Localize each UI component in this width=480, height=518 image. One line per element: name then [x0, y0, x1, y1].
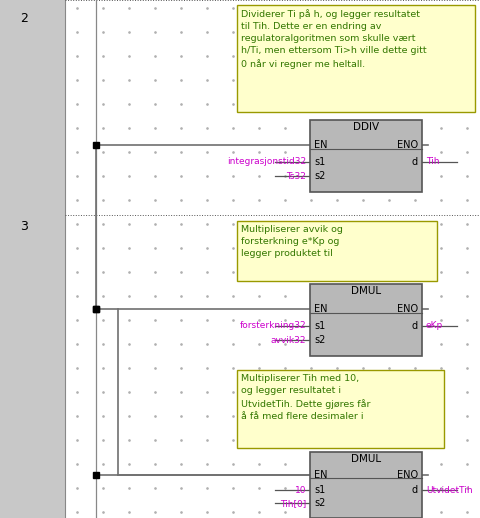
- Text: Multipliserer avvik og
forsterkning e*Kp og
legger produktet til: Multipliserer avvik og forsterkning e*Kp…: [241, 225, 343, 258]
- Text: s2: s2: [314, 335, 325, 345]
- Text: s1: s1: [314, 157, 325, 167]
- Text: eKp: eKp: [426, 321, 443, 330]
- Bar: [310, 284, 422, 356]
- Text: d: d: [412, 157, 418, 167]
- Text: Dividerer Ti på h, og legger resultatet
til Tih. Dette er en endring av
regulato: Dividerer Ti på h, og legger resultatet …: [241, 9, 427, 69]
- Text: 3: 3: [20, 220, 28, 233]
- Text: d: d: [412, 485, 418, 495]
- Text: EN: EN: [314, 140, 327, 150]
- Text: EN: EN: [314, 470, 327, 480]
- Text: integrasjonstid32: integrasjonstid32: [227, 157, 306, 166]
- Text: 2: 2: [20, 12, 28, 25]
- Text: Multipliserer Tih med 10,
og legger resultatet i
UtvidetTih. Dette gjøres får
å : Multipliserer Tih med 10, og legger resu…: [241, 374, 371, 421]
- Bar: [237, 5, 475, 112]
- Text: avvik32: avvik32: [271, 336, 306, 344]
- Bar: [310, 452, 422, 518]
- Text: Tih[0]: Tih[0]: [280, 499, 306, 508]
- Text: Ts32: Ts32: [286, 171, 306, 181]
- Bar: [237, 370, 444, 448]
- Text: DMUL: DMUL: [351, 286, 381, 296]
- Text: ENO: ENO: [397, 140, 418, 150]
- Text: 10: 10: [295, 486, 306, 495]
- Text: s1: s1: [314, 321, 325, 331]
- Text: ENO: ENO: [397, 470, 418, 480]
- Bar: [0, 0, 65, 518]
- Text: DMUL: DMUL: [351, 454, 381, 464]
- Text: Tih: Tih: [426, 157, 440, 166]
- Text: s1: s1: [314, 485, 325, 495]
- Text: UtvidetTih: UtvidetTih: [426, 486, 473, 495]
- Text: EN: EN: [314, 304, 327, 314]
- Text: s2: s2: [314, 498, 325, 509]
- Text: s2: s2: [314, 171, 325, 181]
- Text: d: d: [412, 321, 418, 331]
- Text: DDIV: DDIV: [353, 122, 379, 132]
- Text: forsterkning32: forsterkning32: [240, 321, 306, 330]
- Bar: [237, 221, 437, 281]
- Bar: [310, 120, 422, 192]
- Text: ENO: ENO: [397, 304, 418, 314]
